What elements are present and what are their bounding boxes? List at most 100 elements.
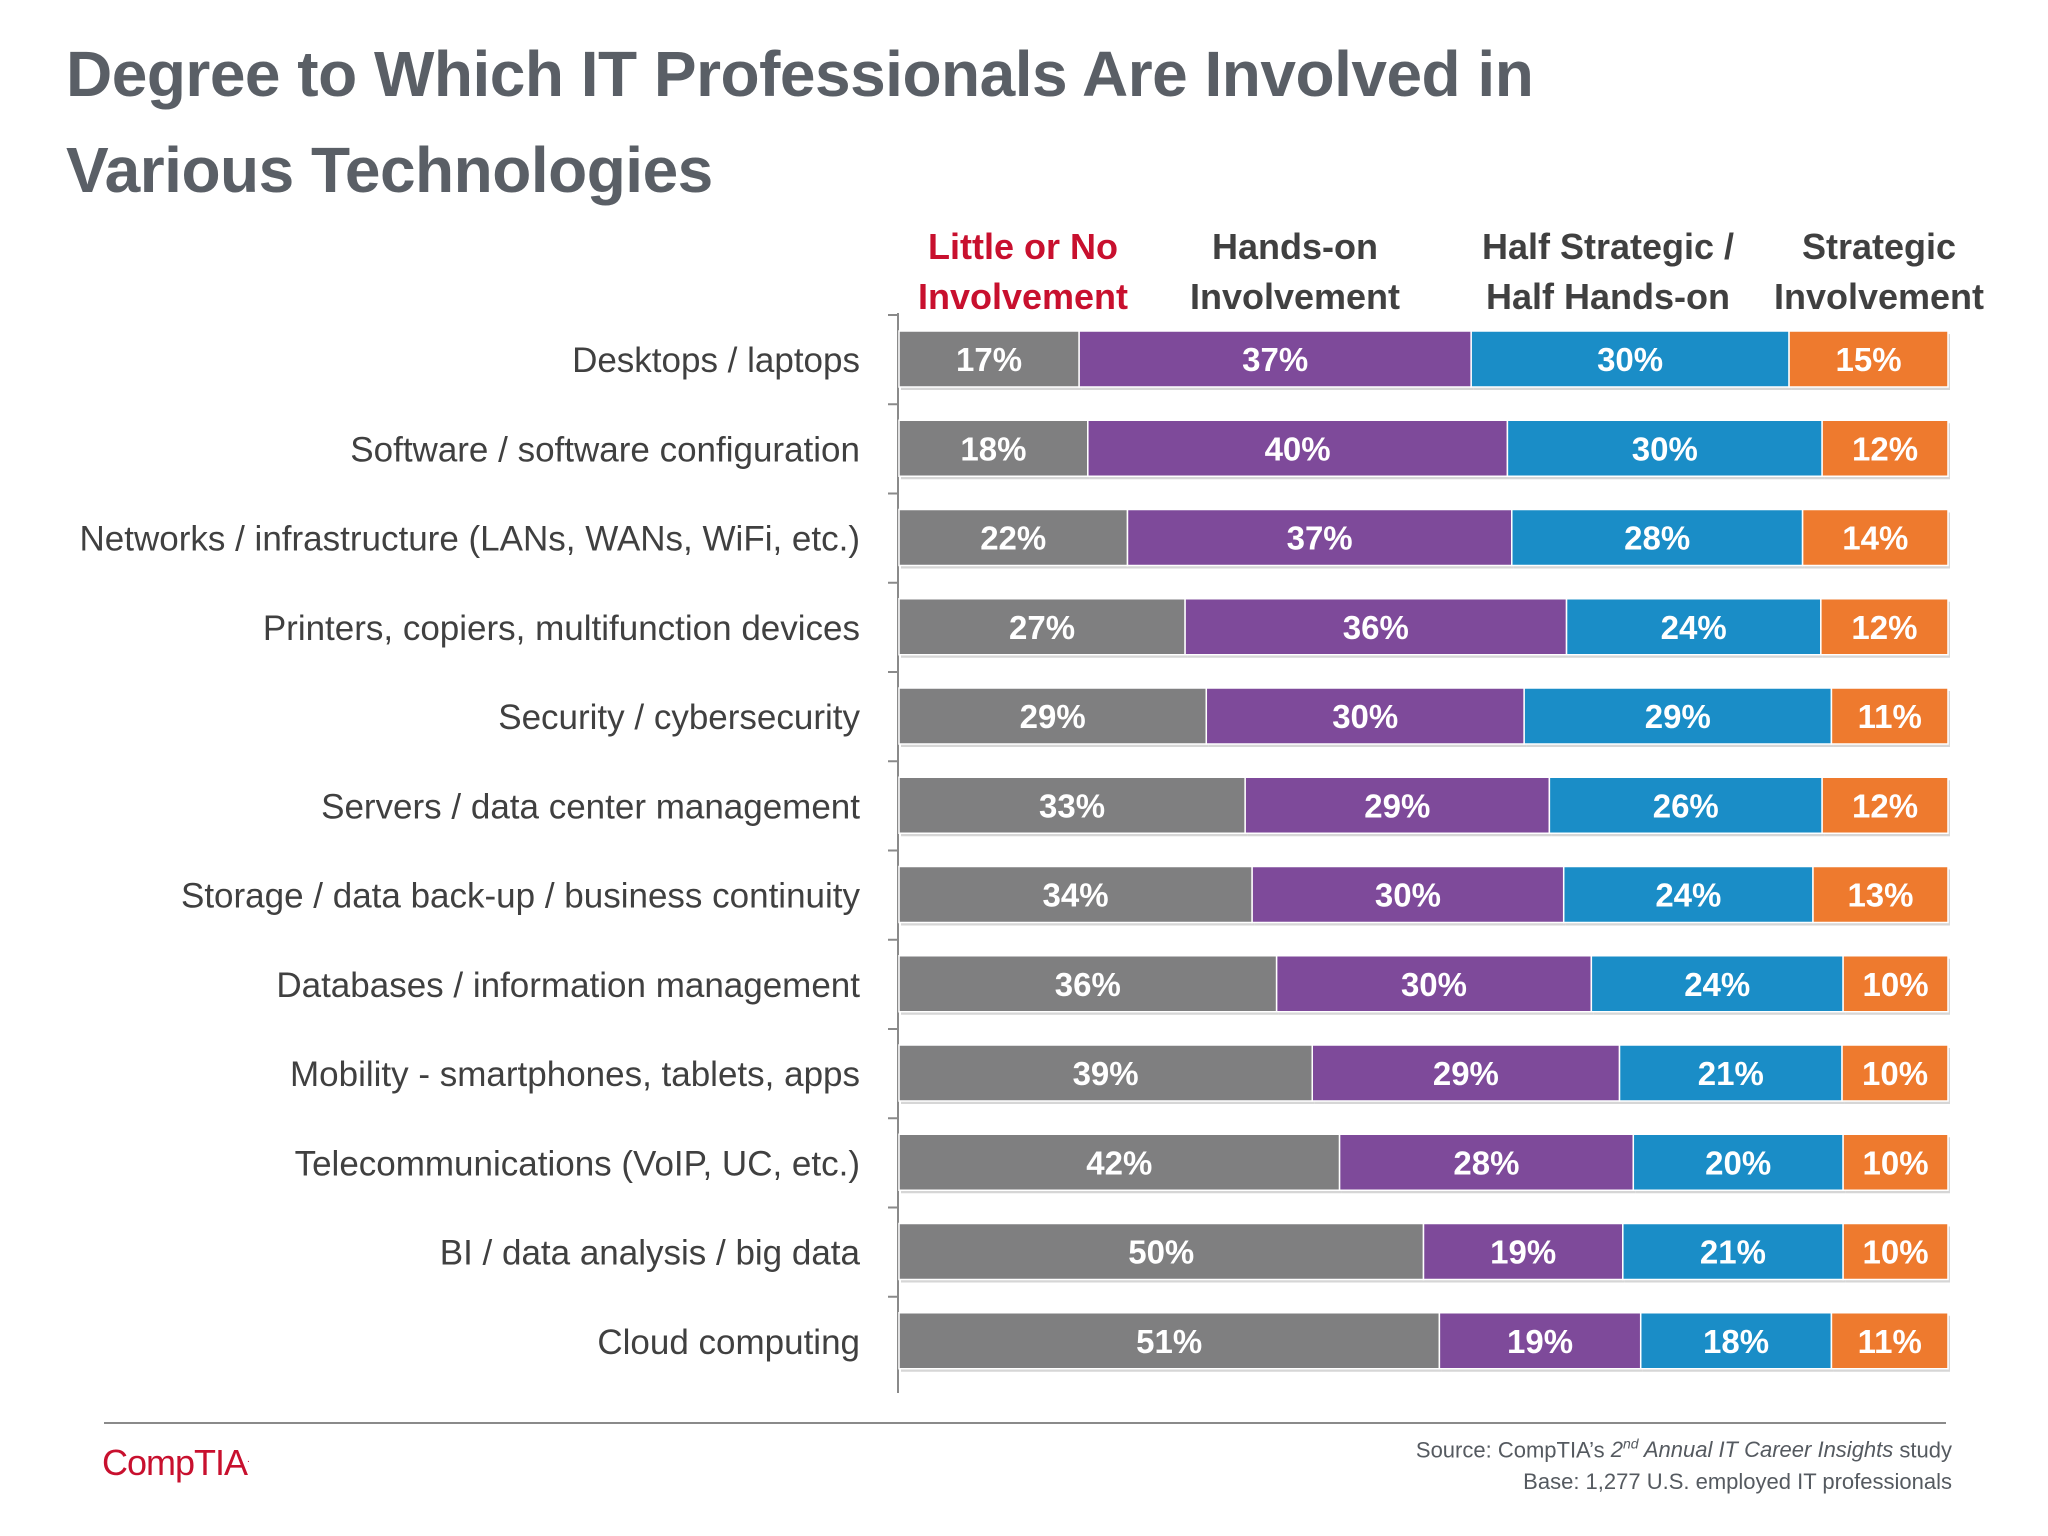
bar-segment (1523, 687, 1833, 745)
bar-segment (898, 330, 1080, 388)
bar-segment (1311, 1044, 1621, 1102)
data-label: 21% (1700, 1234, 1766, 1271)
legend-half-strategic-line-1: Half Strategic / (1481, 226, 1735, 267)
data-label: 50% (1128, 1234, 1194, 1271)
bar-segment (1842, 955, 1949, 1013)
data-label: 42% (1086, 1144, 1152, 1181)
bar-segment (1618, 1044, 1843, 1102)
legend-hands-on-line-1: Hands-on (1212, 226, 1378, 267)
data-label: 37% (1287, 520, 1353, 557)
data-label: 29% (1433, 1055, 1499, 1092)
bar-segment (1842, 1133, 1949, 1191)
data-label: 18% (1703, 1323, 1769, 1360)
data-label: 19% (1490, 1234, 1556, 1271)
data-label: 10% (1863, 1144, 1929, 1181)
data-label: 24% (1661, 609, 1727, 646)
chart-title-line-1: Degree to Which IT Professionals Are Inv… (66, 38, 1534, 110)
data-label: 18% (960, 430, 1026, 467)
data-label: 10% (1863, 966, 1929, 1003)
data-label: 22% (980, 520, 1046, 557)
data-label: 12% (1852, 787, 1918, 824)
base-note: Base: 1,277 U.S. employed IT professiona… (1523, 1469, 1952, 1495)
bar-segment (898, 776, 1246, 834)
data-label: 33% (1039, 787, 1105, 824)
data-label: 28% (1453, 1144, 1519, 1181)
source-note: Source: CompTIA’s 2nd Annual IT Career I… (1416, 1428, 1952, 1498)
category-label: Networks / infrastructure (LANs, WANs, W… (80, 520, 860, 559)
source-ordinal-suffix: nd (1622, 1436, 1639, 1452)
data-label: 11% (1858, 698, 1922, 735)
data-label: 10% (1863, 1234, 1929, 1271)
bar-segment (1632, 1133, 1844, 1191)
data-label: 24% (1684, 966, 1750, 1003)
comptia-logo: CompTIA. (102, 1442, 250, 1483)
source-title: Annual IT Career Insights (1638, 1437, 1894, 1463)
data-label: 51% (1136, 1323, 1202, 1360)
bar-segment (1184, 598, 1568, 656)
bar-segment (1205, 687, 1525, 745)
bar-segment (898, 508, 1129, 567)
data-label: 29% (1645, 698, 1711, 735)
data-label: 37% (1242, 341, 1308, 378)
legend-little-or-no-involvement: Little or No Involvement (873, 222, 1173, 322)
bar-segment (1821, 419, 1949, 477)
category-label: Security / cybersecurity (498, 698, 860, 737)
data-label: 12% (1852, 430, 1918, 467)
bar-segment (1812, 865, 1949, 924)
data-label: 40% (1265, 430, 1331, 467)
data-label: 11% (1858, 1323, 1922, 1360)
data-label: 34% (1043, 877, 1109, 914)
data-label: 28% (1624, 520, 1690, 557)
category-label: Desktops / laptops (572, 341, 860, 380)
data-label: 21% (1698, 1055, 1764, 1092)
chart-title-line-2: Various Technologies (66, 134, 713, 206)
bar-segment (1788, 330, 1949, 388)
category-label: Printers, copiers, multifunction devices (263, 609, 860, 648)
bar-segment (1830, 1312, 1949, 1370)
data-label: 30% (1632, 430, 1698, 467)
category-label: Telecommunications (VoIP, UC, etc.) (295, 1144, 860, 1183)
data-label: 30% (1401, 966, 1467, 1003)
data-label: 12% (1851, 609, 1917, 646)
data-label: 30% (1332, 698, 1398, 735)
bar-segment (1801, 508, 1949, 567)
source-ordinal: 2 (1610, 1437, 1623, 1463)
data-label: 36% (1343, 609, 1409, 646)
bar-segment (1830, 687, 1949, 745)
data-label: 14% (1842, 520, 1908, 557)
legend-little-line-2: Involvement (917, 276, 1129, 317)
legend-little-line-1: Little or No (928, 226, 1118, 267)
legend-half-strategic-line-2: Half Hands-on (1485, 276, 1730, 317)
source-prefix: Source: CompTIA’s (1415, 1437, 1611, 1463)
legend-hands-on-involvement: Hands-on Involvement (1145, 222, 1445, 322)
data-label: 10% (1862, 1055, 1928, 1092)
legend-hands-on-line-2: Involvement (1189, 276, 1401, 317)
data-label: 36% (1055, 966, 1121, 1003)
bar-segment (1821, 776, 1949, 834)
bar-segment (1422, 1222, 1624, 1281)
source-suffix: study (1893, 1437, 1952, 1463)
chart-title: Degree to Which IT Professionals Are Inv… (66, 26, 1866, 218)
bar-segment (898, 955, 1278, 1013)
category-label: Storage / data back-up / business contin… (181, 877, 861, 916)
data-label: 17% (956, 341, 1022, 378)
bar-segment (1820, 598, 1949, 656)
bar-segment (1251, 865, 1565, 924)
source-study-name: 2nd Annual IT Career Insights (1610, 1436, 1894, 1463)
bar-segment (1565, 598, 1822, 656)
data-label: 30% (1375, 877, 1441, 914)
category-label: Software / software configuration (350, 430, 860, 469)
data-label: 19% (1507, 1323, 1573, 1360)
data-label: 30% (1597, 341, 1663, 378)
data-label: 29% (1364, 787, 1430, 824)
category-label: Mobility - smartphones, tablets, apps (290, 1055, 860, 1094)
category-label: BI / data analysis / big data (440, 1234, 861, 1273)
logo-text: CompTIA (102, 1442, 248, 1483)
bar-segment (898, 1312, 1441, 1370)
bar-segment (1842, 1222, 1949, 1281)
source-line: Source: CompTIA’s 2nd Annual IT Career I… (1416, 1428, 1952, 1466)
category-label: Cloud computing (597, 1323, 860, 1362)
legend-strategic-line-2: Involvement (1773, 276, 1985, 317)
data-label: 20% (1705, 1144, 1771, 1181)
